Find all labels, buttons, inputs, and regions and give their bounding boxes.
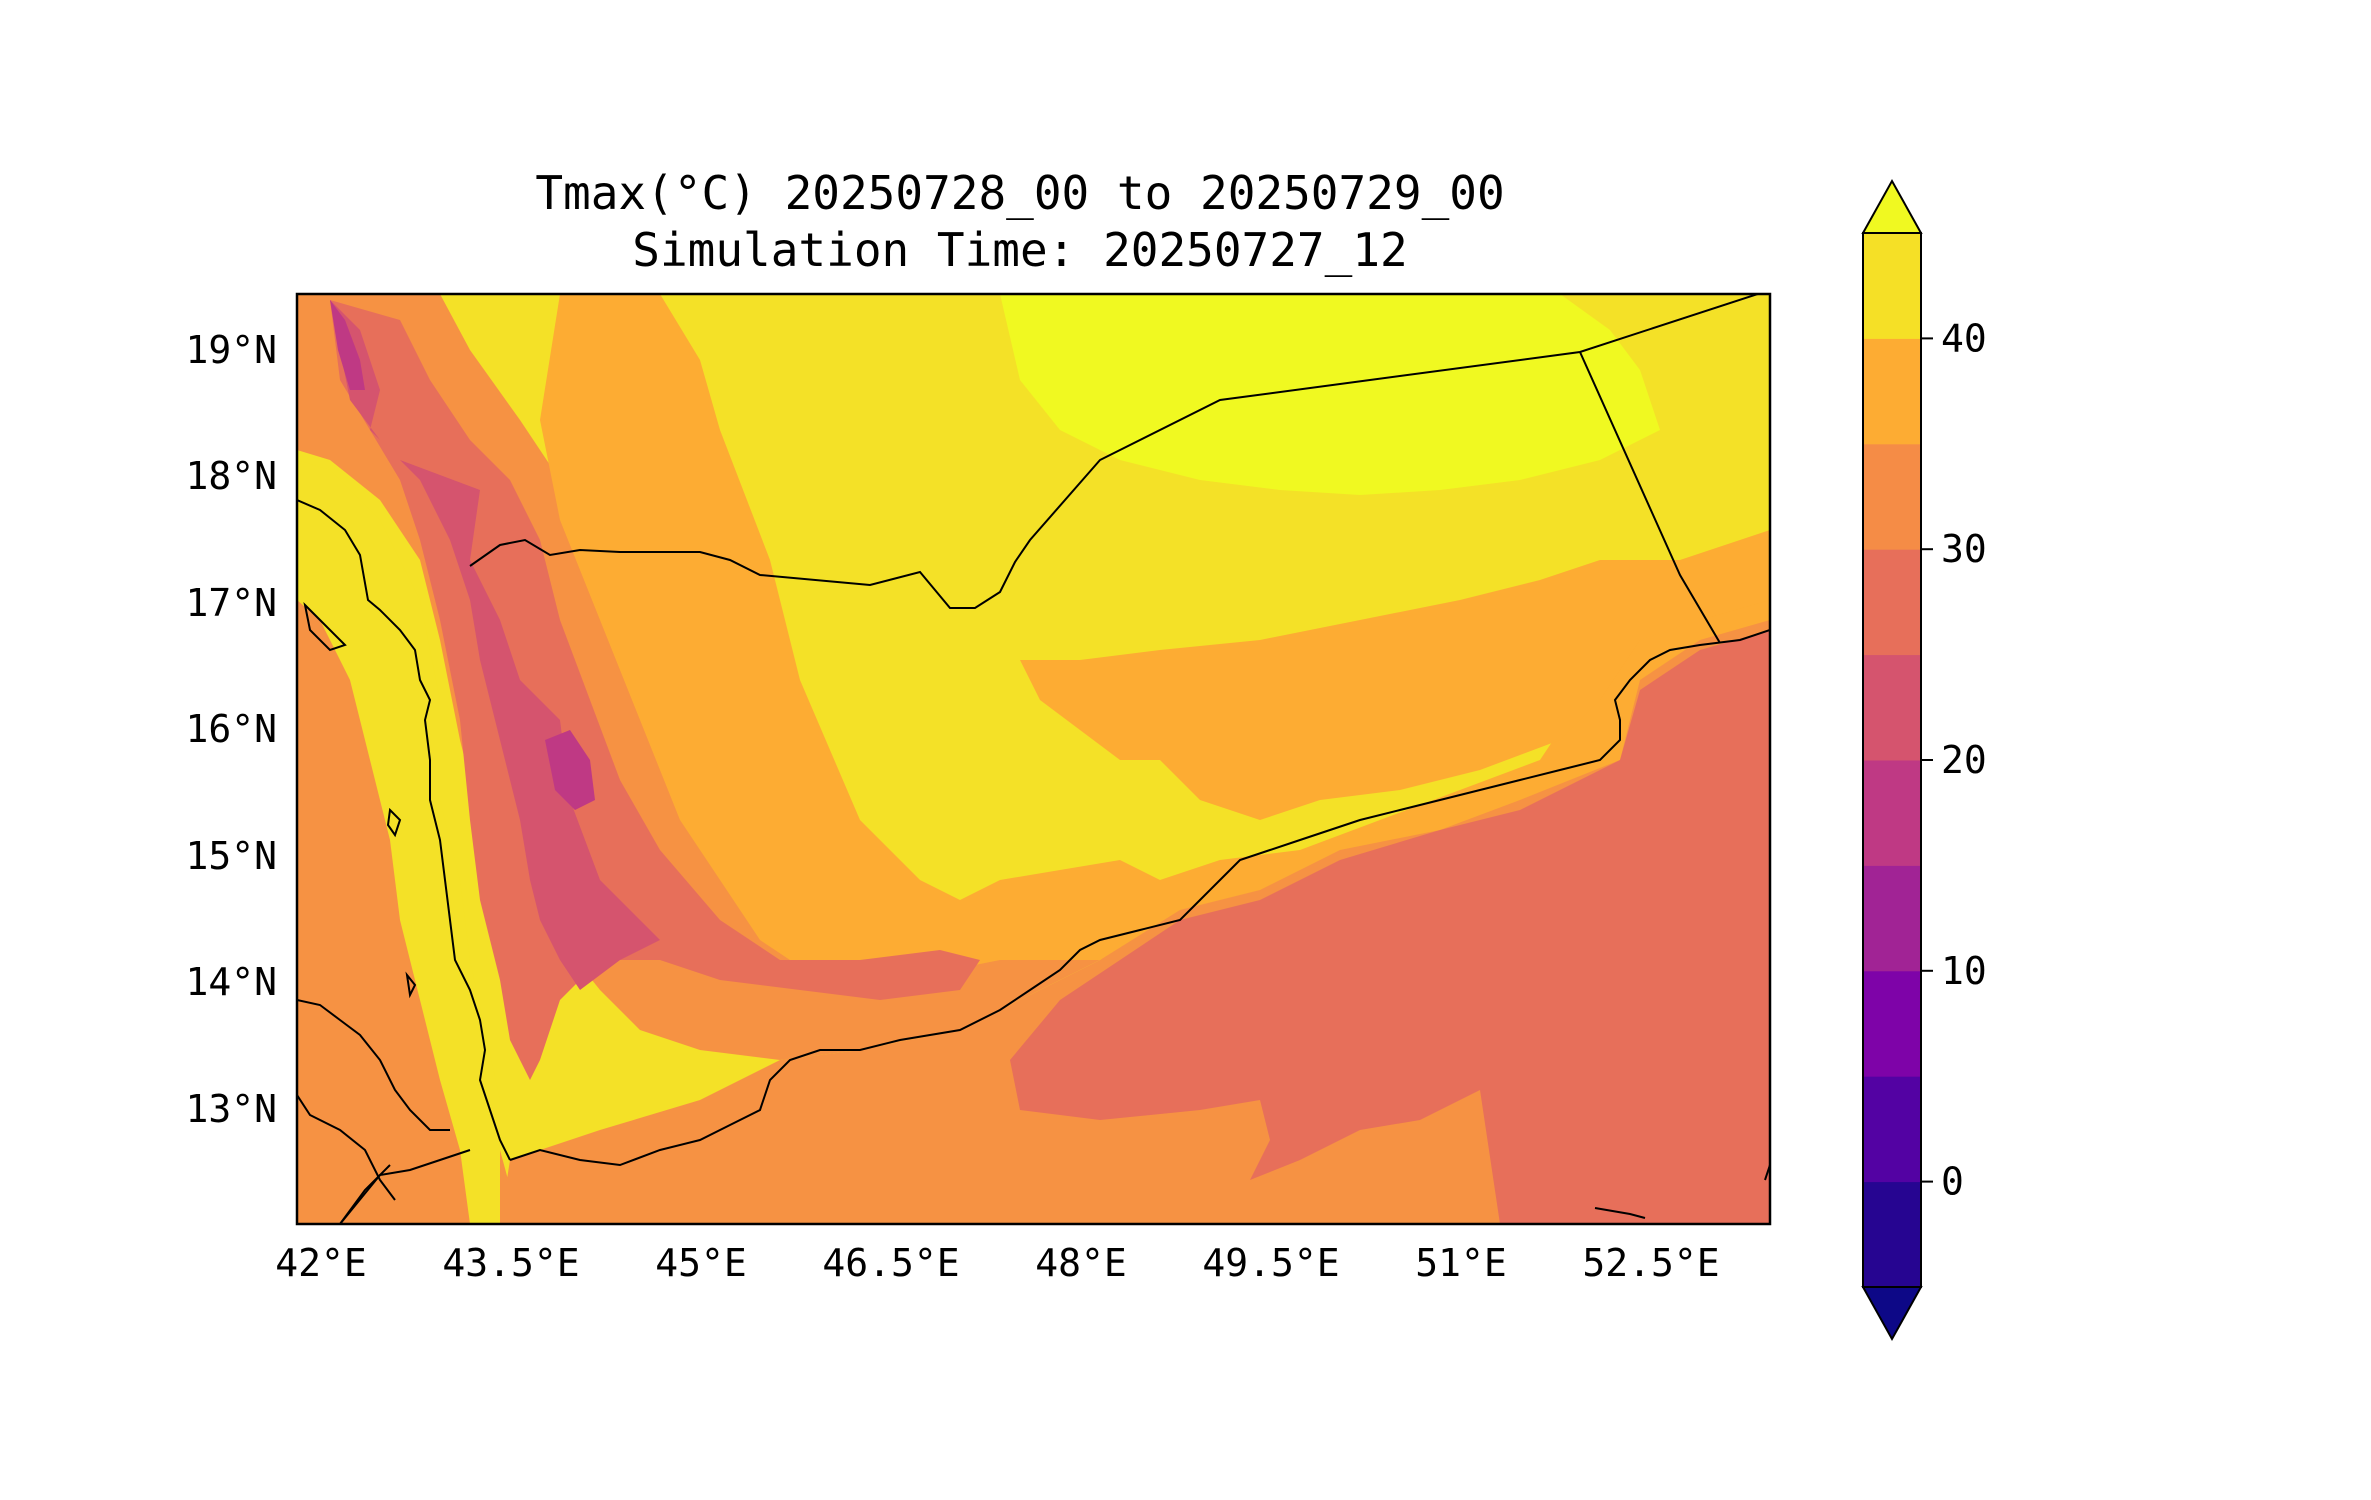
colorbar-tick-label: 0 — [1941, 1160, 1964, 1204]
colorbar-ticks: 0 10 20 30 40 — [1921, 316, 1987, 1204]
colorbar-tick-label: 30 — [1941, 527, 1987, 571]
colorbar-band — [1863, 338, 1921, 445]
colorbar-band — [1863, 1181, 1921, 1288]
colorbar-tick-label: 20 — [1941, 738, 1987, 782]
map-frame — [295, 292, 1772, 1226]
colorbar-band — [1863, 760, 1921, 866]
contour-band-over-north — [1000, 294, 1660, 495]
x-tick-label: 52.5°E — [1582, 1241, 1719, 1285]
contour-band-amber-east — [1020, 530, 1770, 820]
colorbar-bands — [1863, 233, 1921, 1288]
colorbar-band — [1863, 549, 1921, 656]
y-tick-label: 15°N — [185, 834, 277, 878]
y-tick-label: 14°N — [185, 960, 277, 1004]
colorbar-tick-label: 40 — [1941, 316, 1987, 360]
colorbar-tick-label: 10 — [1941, 949, 1987, 993]
title-line-2: Simulation Time: 20250727_12 — [632, 223, 1407, 277]
y-tick-label: 13°N — [185, 1087, 277, 1131]
colorbar-band — [1863, 654, 1921, 761]
y-tick-label: 17°N — [185, 581, 277, 625]
title-line-1: Tmax(°C) 20250728_00 to 20250729_00 — [535, 166, 1504, 220]
x-axis: 42°E 43.5°E 45°E 46.5°E 48°E 49.5°E 51°E… — [275, 1241, 1719, 1285]
coastlines — [297, 499, 1770, 1224]
contour-band-yellow-coast — [297, 460, 500, 1224]
colorbar-band — [1863, 1076, 1921, 1183]
contour-band-coral-highlands — [330, 300, 980, 1080]
colorbar-band — [1863, 233, 1921, 339]
colorbar-under-arrow — [1861, 1286, 1923, 1342]
y-axis: 19°N 18°N 17°N 16°N 15°N 14°N 13°N — [185, 328, 277, 1131]
x-tick-label: 45°E — [655, 1241, 747, 1285]
x-tick-label: 46.5°E — [822, 1241, 959, 1285]
colorbar: 0 10 20 30 40 — [1861, 178, 1987, 1342]
y-tick-label: 18°N — [185, 454, 277, 498]
contour-band-amber — [540, 294, 1770, 980]
y-tick-label: 19°N — [185, 328, 277, 372]
colorbar-over-arrow — [1861, 178, 1923, 234]
contour-band-coral-sea — [1010, 630, 1770, 1224]
colorbar-band — [1863, 865, 1921, 972]
colorbar-band — [1863, 443, 1921, 550]
x-tick-label: 42°E — [275, 1241, 367, 1285]
x-tick-label: 49.5°E — [1202, 1241, 1339, 1285]
x-tick-label: 43.5°E — [442, 1241, 579, 1285]
y-tick-label: 16°N — [185, 707, 277, 751]
map-panel — [297, 294, 1770, 1224]
x-tick-label: 51°E — [1415, 1241, 1507, 1285]
country-borders — [339, 294, 1761, 1224]
contour-band-pink — [330, 300, 660, 990]
contour-band-magenta — [330, 300, 595, 810]
x-tick-label: 48°E — [1035, 1241, 1127, 1285]
colorbar-band — [1863, 970, 1921, 1077]
